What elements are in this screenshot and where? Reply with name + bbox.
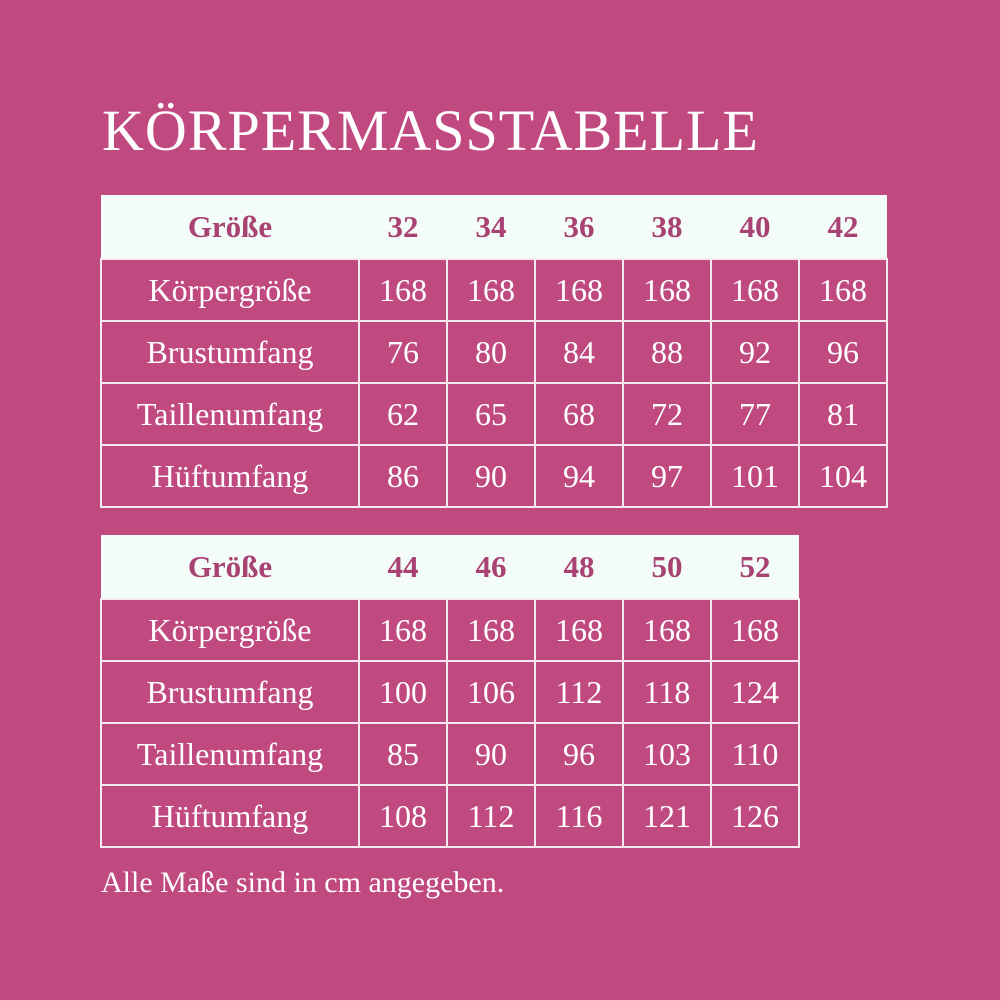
table-row: Hüftumfang 108 112 116 121 126 (100, 784, 800, 848)
size-header: 38 (623, 195, 711, 259)
measurement-cell: 100 (358, 660, 448, 724)
measurement-cell: 124 (710, 660, 800, 724)
header-row: Größe 44 46 48 50 52 (101, 535, 799, 599)
row-label: Hüftumfang (100, 444, 360, 508)
measurement-cell: 121 (622, 784, 712, 848)
measurement-cell: 96 (534, 722, 624, 786)
measurement-cell: 68 (534, 382, 624, 446)
measurement-cell: 80 (446, 320, 536, 384)
row-label: Taillenumfang (100, 722, 360, 786)
measurement-cell: 90 (446, 444, 536, 508)
measurement-cell: 104 (798, 444, 888, 508)
measurement-cell: 168 (622, 598, 712, 662)
row-label: Körpergröße (100, 598, 360, 662)
row-label: Taillenumfang (100, 382, 360, 446)
measurement-cell: 112 (534, 660, 624, 724)
measurement-cell: 110 (710, 722, 800, 786)
measurement-cell: 168 (358, 598, 448, 662)
measurement-cell: 94 (534, 444, 624, 508)
header-label: Größe (101, 195, 359, 259)
size-header: 34 (447, 195, 535, 259)
measurement-cell: 168 (358, 258, 448, 322)
size-header: 36 (535, 195, 623, 259)
units-note: Alle Maße sind in cm angegeben. (101, 866, 505, 899)
measurement-cell: 86 (358, 444, 448, 508)
table-row: Körpergröße 168 168 168 168 168 (100, 598, 800, 662)
measurement-cell: 168 (446, 598, 536, 662)
measurement-cell: 81 (798, 382, 888, 446)
measurement-cell: 116 (534, 784, 624, 848)
measurement-cell: 85 (358, 722, 448, 786)
measurement-cell: 126 (710, 784, 800, 848)
measurement-cell: 97 (622, 444, 712, 508)
measurement-cell: 103 (622, 722, 712, 786)
table-row: Hüftumfang 86 90 94 97 101 104 (100, 444, 888, 508)
measurement-cell: 168 (710, 598, 800, 662)
size-header: 32 (359, 195, 447, 259)
measurement-cell: 96 (798, 320, 888, 384)
measurement-cell: 62 (358, 382, 448, 446)
measurement-cell: 118 (622, 660, 712, 724)
measurement-cell: 168 (710, 258, 800, 322)
size-table-2: Größe 44 46 48 50 52 Körpergröße 168 168 168 168 16… (100, 535, 800, 848)
row-label: Brustumfang (100, 320, 360, 384)
size-header: 44 (359, 535, 447, 599)
measurement-cell: 76 (358, 320, 448, 384)
row-label: Hüftumfang (100, 784, 360, 848)
header-row: Größe 32 34 36 38 40 42 (101, 195, 887, 259)
measurement-cell: 77 (710, 382, 800, 446)
size-header: 40 (711, 195, 799, 259)
size-table-1: Größe 32 34 36 38 40 42 Körpergröße 168 168 168 168… (100, 195, 888, 508)
measurement-cell: 88 (622, 320, 712, 384)
measurement-cell: 168 (446, 258, 536, 322)
header-label: Größe (101, 535, 359, 599)
measurement-cell: 108 (358, 784, 448, 848)
measurement-cell: 65 (446, 382, 536, 446)
row-label: Körpergröße (100, 258, 360, 322)
measurement-cell: 168 (798, 258, 888, 322)
measurement-cell: 168 (534, 258, 624, 322)
page-title: KÖRPERMASSTABELLE (102, 98, 759, 163)
table-row: Taillenumfang 85 90 96 103 110 (100, 722, 800, 786)
measurement-cell: 168 (622, 258, 712, 322)
table-row: Taillenumfang 62 65 68 72 77 81 (100, 382, 888, 446)
size-header: 46 (447, 535, 535, 599)
size-header: 42 (799, 195, 887, 259)
measurement-cell: 106 (446, 660, 536, 724)
measurement-cell: 92 (710, 320, 800, 384)
table-row: Brustumfang 76 80 84 88 92 96 (100, 320, 888, 384)
size-header: 48 (535, 535, 623, 599)
measurement-cell: 168 (534, 598, 624, 662)
measurement-cell: 72 (622, 382, 712, 446)
row-label: Brustumfang (100, 660, 360, 724)
size-header: 52 (711, 535, 799, 599)
measurement-cell: 84 (534, 320, 624, 384)
measurement-cell: 101 (710, 444, 800, 508)
table-row: Brustumfang 100 106 112 118 124 (100, 660, 800, 724)
size-header: 50 (623, 535, 711, 599)
measurement-cell: 90 (446, 722, 536, 786)
table-row: Körpergröße 168 168 168 168 168 168 (100, 258, 888, 322)
measurement-cell: 112 (446, 784, 536, 848)
